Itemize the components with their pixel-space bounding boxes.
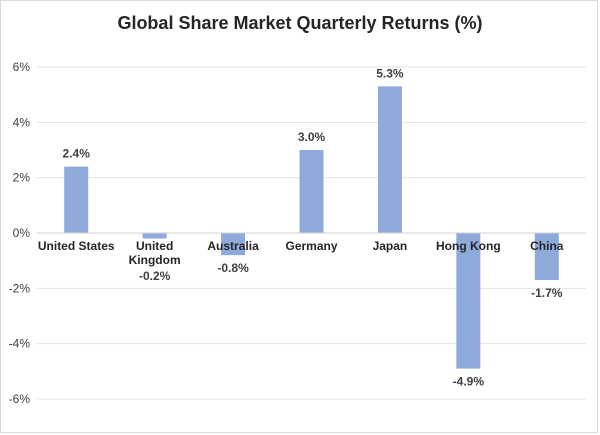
category-label: Australia — [207, 239, 259, 253]
y-axis-ticks: 6% 4% 2% 0% -2% -4% -6% — [9, 60, 31, 406]
y-tick-label: 4% — [13, 115, 31, 129]
bar — [534, 233, 559, 281]
y-tick-label: 0% — [13, 226, 31, 240]
category-label: United States — [38, 239, 115, 253]
category-labels: United States United Kingdom Australia Germa… — [38, 239, 564, 267]
data-label: 5.3% — [376, 66, 404, 80]
bar — [456, 233, 481, 369]
bar — [221, 233, 246, 256]
bar — [299, 150, 324, 233]
category-label: Japan — [373, 239, 408, 253]
category-label: China — [530, 239, 564, 253]
category-label: Germany — [285, 239, 337, 253]
data-label: 3.0% — [298, 130, 326, 144]
data-label: 2.4% — [63, 147, 91, 161]
data-label: -0.8% — [217, 261, 249, 275]
y-tick-label: -4% — [9, 337, 31, 351]
data-label: -0.2% — [139, 269, 171, 283]
bars — [64, 86, 559, 369]
data-labels: 2.4% -0.2% -0.8% 3.0% 5.3% -4.9% -1.7% — [63, 66, 563, 388]
bar — [377, 86, 402, 233]
chart-title: Global Share Market Quarterly Returns (%… — [117, 13, 482, 33]
data-label: -1.7% — [531, 286, 563, 300]
y-tick-label: 2% — [13, 171, 31, 185]
category-label: United Kingdom — [129, 239, 181, 267]
bar — [64, 166, 89, 233]
data-label: -4.9% — [453, 375, 485, 389]
category-label: Hong Kong — [436, 239, 501, 253]
y-tick-label: 6% — [13, 60, 31, 74]
y-tick-label: -6% — [9, 392, 31, 406]
bar — [142, 233, 167, 239]
y-tick-label: -2% — [9, 281, 31, 295]
